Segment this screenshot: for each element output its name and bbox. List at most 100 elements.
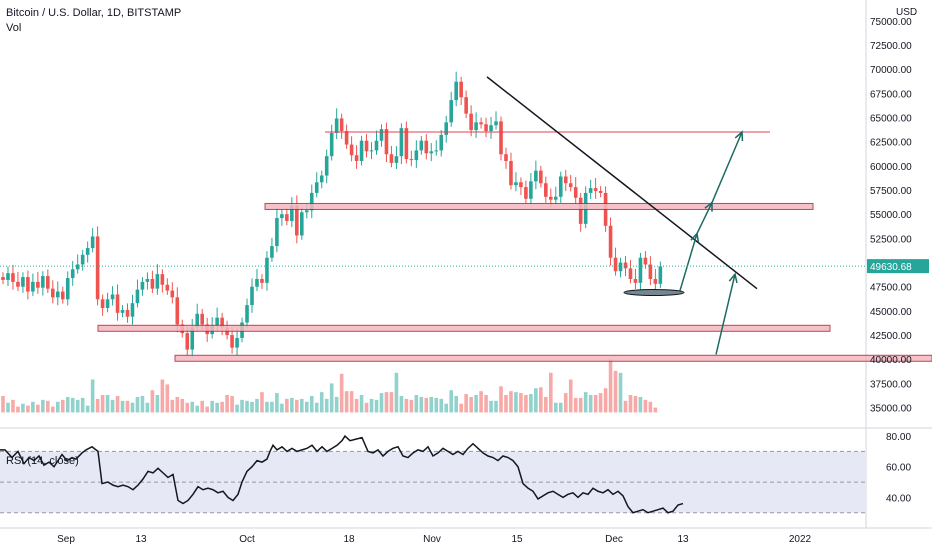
candle-body: [464, 97, 468, 114]
support-zone: [97, 324, 831, 332]
volume-bar: [474, 395, 478, 413]
volume-bar: [270, 401, 274, 413]
volume-bar: [200, 400, 204, 413]
volume-bar: [250, 401, 254, 413]
candle-body: [65, 278, 70, 300]
downtrend-line: [486, 76, 758, 290]
candle-body: [195, 313, 200, 328]
volume-bar: [484, 395, 488, 413]
candle-body: [563, 176, 568, 184]
volume-bar: [583, 392, 588, 413]
candle-body: [75, 264, 80, 270]
volume-bar: [36, 404, 40, 413]
candle-body: [593, 188, 598, 191]
symbol-title[interactable]: Bitcoin / U.S. Dollar, 1D, BITSTAMP: [6, 7, 182, 19]
candle-body: [618, 262, 623, 272]
volume-bar: [140, 395, 145, 413]
volume-bar: [394, 372, 399, 413]
candle-body: [369, 150, 374, 152]
projection-arrow-3: [711, 131, 743, 203]
candle-body: [130, 303, 135, 317]
candle-body: [95, 236, 100, 300]
volume-bar: [534, 388, 538, 413]
candle-body: [230, 335, 234, 348]
candle-body: [275, 218, 279, 247]
candlesticks: [1, 71, 663, 358]
low-marker-oval: [623, 289, 685, 297]
candle-body: [514, 182, 518, 186]
volume-bar: [643, 399, 648, 413]
volume-bar: [334, 396, 339, 413]
candle-body: [36, 281, 40, 288]
chart-drawings: [0, 76, 932, 362]
volume-bar: [598, 393, 603, 413]
candle-body: [41, 276, 45, 288]
price-tick-label: 37500.00: [870, 379, 912, 390]
volume-bar: [16, 406, 20, 413]
candle-body: [633, 278, 638, 283]
volume-bar: [255, 398, 259, 413]
volume-bar: [11, 399, 15, 413]
volume-bar: [215, 402, 219, 413]
time-tick-label: 2022: [789, 534, 812, 545]
volume-bar: [459, 403, 463, 413]
volume-bar: [499, 386, 503, 413]
volume-bar: [225, 395, 229, 413]
candle-body: [115, 294, 120, 313]
time-tick-label: 18: [343, 534, 355, 545]
volume-bar: [633, 395, 638, 413]
volume-bar: [454, 395, 458, 413]
volume-bars: [1, 359, 658, 413]
candle-body: [354, 155, 359, 162]
volume-bar: [638, 396, 643, 413]
volume-bar: [519, 393, 523, 413]
volume-label[interactable]: Vol: [6, 22, 22, 34]
candle-body: [529, 181, 533, 199]
candle-body: [140, 281, 145, 290]
candle-body: [31, 281, 35, 292]
volume-bar: [220, 401, 224, 413]
candle-body: [553, 196, 558, 200]
volume-bar: [31, 401, 35, 413]
candle-body: [250, 286, 254, 306]
volume-bar: [75, 399, 80, 413]
price-tick-label: 67500.00: [870, 89, 912, 100]
volume-bar: [6, 402, 10, 413]
candle-body: [658, 266, 663, 284]
volume-bar: [130, 402, 135, 413]
candle-body: [26, 277, 30, 292]
price-tick-label: 70000.00: [870, 65, 912, 76]
candle-body: [489, 125, 493, 132]
volume-bar: [1, 395, 5, 413]
candle-body: [419, 140, 424, 151]
volume-bar: [349, 391, 354, 413]
candle-body: [628, 268, 633, 279]
candle-body: [145, 278, 150, 282]
candle-body: [1, 277, 5, 280]
volume-bar: [180, 398, 185, 413]
volume-bar: [95, 398, 100, 413]
volume-bar: [549, 372, 553, 413]
candle-body: [60, 291, 65, 300]
price-tick-label: 72500.00: [870, 41, 912, 52]
volume-bar: [369, 398, 374, 413]
rsi-label[interactable]: RSI (14, close): [6, 455, 79, 467]
time-tick-label: 13: [135, 534, 147, 545]
volume-bar: [185, 402, 190, 413]
candle-body: [474, 122, 478, 131]
volume-bar: [603, 388, 608, 413]
volume-bar: [524, 395, 528, 413]
candle-body: [21, 277, 25, 287]
candle-body: [85, 248, 90, 255]
volume-bar: [653, 407, 658, 413]
volume-bar: [205, 406, 209, 413]
volume-bar: [359, 395, 364, 413]
candle-body: [309, 192, 314, 211]
volume-bar: [285, 398, 289, 413]
price-tick-label: 75000.00: [870, 17, 912, 28]
volume-bar: [424, 397, 429, 413]
candle-body: [558, 176, 563, 197]
volume-bar: [354, 398, 359, 413]
